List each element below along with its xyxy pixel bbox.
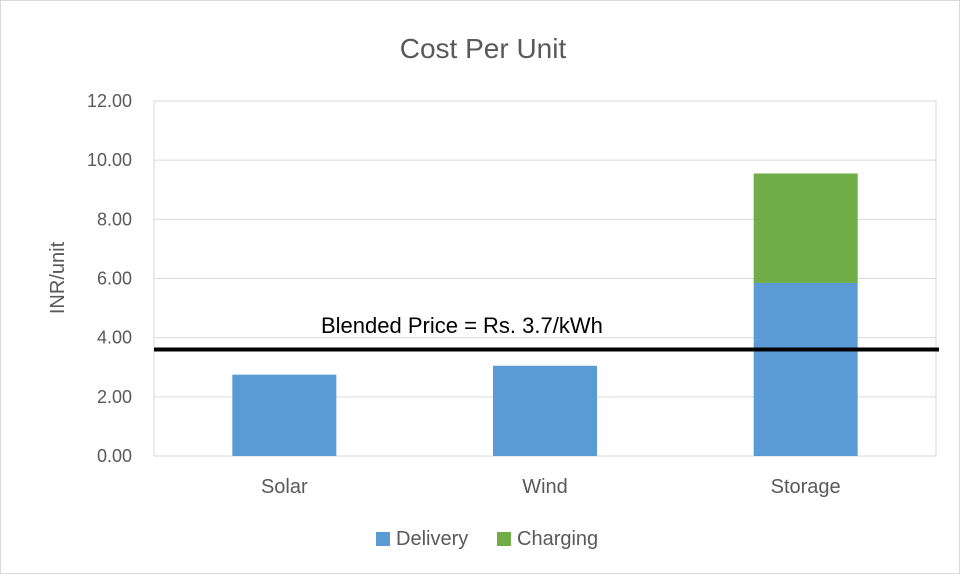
- y-tick-label: 12.00: [87, 91, 132, 111]
- y-axis-label: INR/unit: [47, 241, 69, 314]
- y-tick-label: 2.00: [97, 387, 132, 407]
- x-tick-label: Wind: [522, 476, 568, 498]
- legend: Delivery Charging: [376, 528, 598, 550]
- y-tick-label: 8.00: [97, 209, 132, 229]
- bar-delivery-storage: [753, 282, 858, 456]
- y-tick-label: 6.00: [97, 269, 132, 289]
- legend-swatch-charging: [497, 532, 511, 546]
- y-axis: 0.00 2.00 4.00 6.00 8.00 10.00 12.00: [87, 91, 132, 466]
- bar-delivery-wind: [493, 365, 597, 456]
- x-tick-label: Solar: [261, 476, 308, 498]
- bars: [232, 173, 858, 456]
- legend-swatch-delivery: [376, 532, 390, 546]
- x-tick-label: Storage: [771, 476, 841, 498]
- bar-delivery-solar: [232, 374, 337, 456]
- x-axis: Solar Wind Storage: [261, 476, 841, 498]
- blended-price-label: Blended Price = Rs. 3.7/kWh: [321, 313, 603, 338]
- chart-title: Cost Per Unit: [400, 33, 567, 64]
- bar-charging-storage: [753, 173, 858, 283]
- y-tick-label: 4.00: [97, 328, 132, 348]
- y-tick-label: 10.00: [87, 150, 132, 170]
- legend-label-delivery: Delivery: [396, 528, 468, 550]
- y-tick-label: 0.00: [97, 446, 132, 466]
- legend-label-charging: Charging: [517, 528, 598, 550]
- blended-price-reference: Blended Price = Rs. 3.7/kWh: [154, 313, 939, 352]
